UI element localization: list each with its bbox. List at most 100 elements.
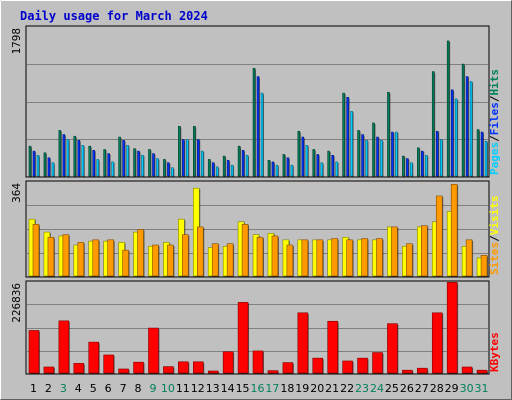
bar-files-day-22 <box>346 96 349 177</box>
bar-hits-day-27 <box>417 147 420 177</box>
bar-kbytes-day-3 <box>58 320 70 374</box>
bar-pages-day-10 <box>171 167 174 177</box>
bar-pages-day-29 <box>454 98 458 177</box>
bar-files-day-6 <box>107 153 110 177</box>
bar-kbytes-day-10 <box>163 366 174 374</box>
bar-pages-day-31 <box>484 140 488 177</box>
bar-pages-day-21 <box>335 161 338 177</box>
bar-sites-day-31 <box>480 255 488 277</box>
bar-sites-day-19 <box>301 239 309 277</box>
day-label-30: 30 <box>460 382 474 395</box>
bar-hits-day-18 <box>282 154 286 177</box>
bar-sites-day-24 <box>376 238 383 277</box>
day-label-28: 28 <box>430 382 444 395</box>
bar-pages-day-5 <box>96 159 99 177</box>
bar-hits-day-30 <box>461 63 465 177</box>
bar-files-day-16 <box>256 76 260 177</box>
bar-kbytes-day-7 <box>118 368 129 374</box>
bar-hits-day-13 <box>207 159 211 177</box>
bar-hits-day-7 <box>118 136 121 177</box>
bar-pages-day-9 <box>156 158 159 177</box>
panel-sites-visits: 364 Sites/Visits <box>10 180 501 278</box>
bar-hits-day-14 <box>222 155 226 177</box>
bar-hits-day-28 <box>431 71 435 177</box>
bar-sites-day-14 <box>226 243 234 277</box>
day-label-15: 15 <box>236 382 250 395</box>
bar-kbytes-day-11 <box>178 361 189 374</box>
bar-hits-day-12 <box>192 125 196 177</box>
bar-sites-day-8 <box>137 229 144 277</box>
bar-pages-day-6 <box>111 161 114 177</box>
day-label-3: 3 <box>60 382 67 395</box>
bar-hits-day-21 <box>327 150 330 177</box>
bar-pages-day-24 <box>380 140 383 177</box>
legend-files: Files <box>488 102 501 135</box>
bar-pages-day-28 <box>439 139 443 177</box>
bar-kbytes-day-19 <box>297 312 309 374</box>
legend-hits: Hits <box>488 69 501 96</box>
bar-pages-day-13 <box>215 166 219 177</box>
bar-pages-day-7 <box>126 145 129 177</box>
bar-sites-day-22 <box>346 239 353 277</box>
bar-files-day-17 <box>271 161 275 177</box>
bar-pages-day-12 <box>200 150 204 177</box>
bar-files-day-30 <box>465 76 469 177</box>
bar-pages-day-11 <box>186 139 189 177</box>
legend-pages: Pages <box>488 142 501 175</box>
day-label-31: 31 <box>475 382 489 395</box>
legend-separator: / <box>488 235 501 242</box>
bar-kbytes-day-24 <box>372 352 383 374</box>
bar-hits-day-3 <box>58 130 62 177</box>
bar-pages-day-16 <box>260 92 264 177</box>
panel-legend: Pages/Files/Hits <box>488 69 501 175</box>
bar-pages-day-20 <box>320 162 324 177</box>
bar-files-day-1 <box>32 150 36 177</box>
bar-hits-day-5 <box>88 145 91 177</box>
day-label-10: 10 <box>161 382 175 395</box>
bar-kbytes-day-31 <box>476 369 488 374</box>
bar-kbytes-day-26 <box>402 369 413 374</box>
day-label-7: 7 <box>120 382 127 395</box>
bar-kbytes-day-8 <box>133 361 144 374</box>
bar-files-day-25 <box>391 131 394 177</box>
bar-sites-day-29 <box>450 184 458 277</box>
bar-sites-day-4 <box>77 242 85 277</box>
bar-hits-day-15 <box>237 145 241 177</box>
day-label-24: 24 <box>370 382 384 395</box>
bar-sites-day-15 <box>241 224 249 277</box>
y-max-label: 364 <box>10 183 23 203</box>
bar-hits-day-1 <box>28 145 32 177</box>
bar-sites-day-13 <box>211 243 219 277</box>
bar-kbytes-day-17 <box>267 370 279 374</box>
bar-files-day-31 <box>480 131 484 177</box>
bar-files-day-18 <box>286 157 290 177</box>
bar-kbytes-day-6 <box>103 354 114 374</box>
panel-legend: KBytes <box>488 332 501 372</box>
bar-files-day-11 <box>182 139 185 177</box>
day-label-27: 27 <box>415 382 429 395</box>
bar-kbytes-day-4 <box>73 363 85 374</box>
bar-files-day-5 <box>92 150 95 177</box>
day-label-11: 11 <box>176 382 190 395</box>
bar-sites-day-21 <box>331 238 338 277</box>
bar-pages-day-1 <box>36 154 40 177</box>
day-label-23: 23 <box>355 382 369 395</box>
day-label-25: 25 <box>385 382 399 395</box>
legend-sites: Sites <box>488 242 501 275</box>
bar-hits-day-17 <box>267 159 271 177</box>
bar-hits-day-10 <box>163 159 166 177</box>
bar-sites-day-26 <box>406 243 413 277</box>
bar-kbytes-day-22 <box>342 360 353 374</box>
legend-separator: / <box>488 95 501 102</box>
bar-pages-day-8 <box>141 154 144 177</box>
bar-kbytes-day-25 <box>387 323 398 374</box>
bar-hits-day-4 <box>73 135 77 177</box>
bar-kbytes-day-1 <box>28 330 40 374</box>
bar-hits-day-19 <box>297 130 301 177</box>
day-label-22: 22 <box>340 382 354 395</box>
bar-pages-day-17 <box>275 164 279 177</box>
bar-files-day-8 <box>137 150 140 177</box>
bar-kbytes-day-16 <box>252 350 264 374</box>
bar-files-day-4 <box>77 140 81 177</box>
